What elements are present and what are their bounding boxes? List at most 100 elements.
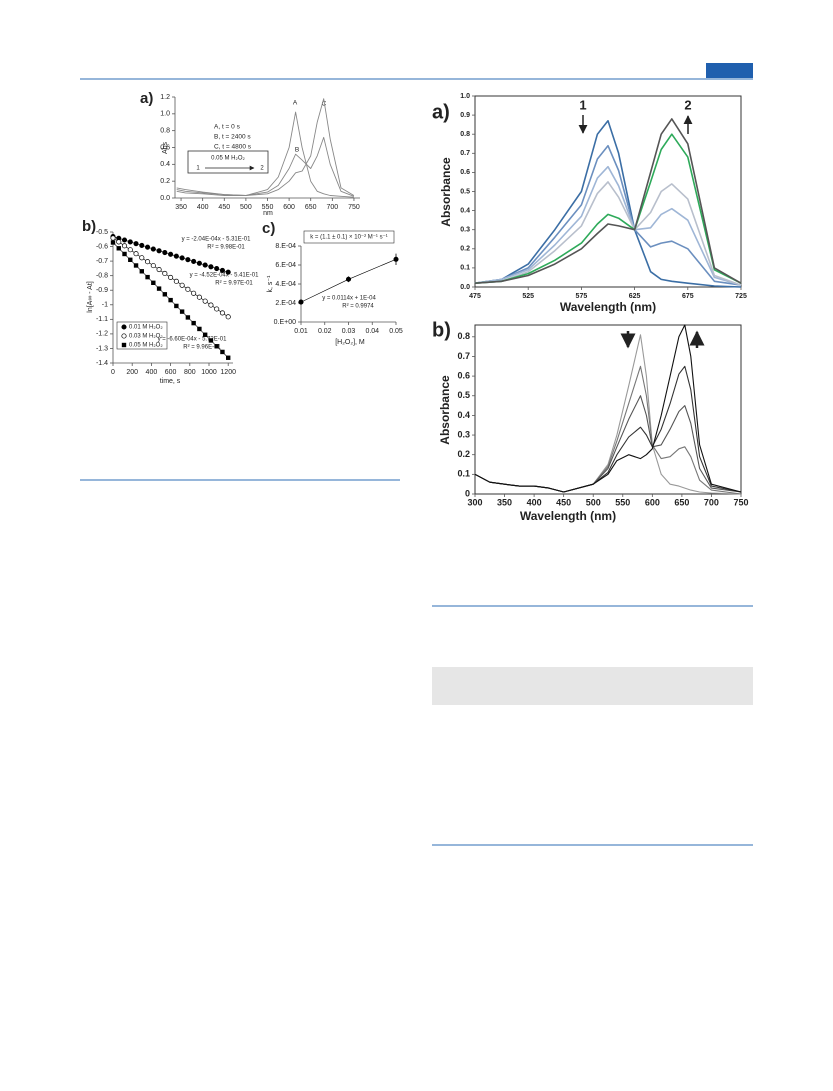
marker bbox=[226, 355, 231, 360]
marker bbox=[219, 310, 225, 316]
series-line bbox=[176, 136, 355, 197]
y-tick-label: 0.4 bbox=[460, 207, 470, 214]
marker bbox=[145, 274, 150, 280]
x-tick-label: 0.02 bbox=[318, 328, 332, 335]
y-tick-label: 0.6 bbox=[460, 169, 470, 176]
marker bbox=[179, 282, 185, 288]
marker bbox=[185, 257, 191, 263]
x-tick-label: 600 bbox=[283, 204, 295, 211]
panel-label: a) bbox=[432, 101, 450, 123]
marker bbox=[139, 255, 145, 261]
y-tick-label: 0.1 bbox=[457, 469, 470, 479]
legend-label: 0.03 M H₂O₂ bbox=[129, 334, 163, 340]
marker bbox=[185, 315, 191, 320]
plot-frame bbox=[474, 95, 742, 288]
annotation-box bbox=[303, 230, 395, 244]
x-tick-label: 675 bbox=[682, 293, 694, 300]
y-tick-label: 0.9 bbox=[460, 112, 470, 119]
annotation: y = -2.04E-04x - 5.31E-01 bbox=[182, 237, 252, 243]
y-tick-label: -0.7 bbox=[96, 258, 108, 265]
marker bbox=[150, 246, 156, 252]
marker bbox=[156, 248, 162, 254]
marker bbox=[173, 278, 179, 284]
x-axis-label: [H₂O₂], M bbox=[335, 339, 365, 346]
y-tick-label: 0.2 bbox=[460, 246, 470, 253]
y-axis-label: Abs bbox=[162, 141, 169, 154]
x-tick-label: 650 bbox=[305, 204, 317, 211]
annotation: 0.05 M H₂O₂ bbox=[211, 156, 245, 162]
marker bbox=[225, 314, 231, 320]
x-tick-label: 0.05 bbox=[389, 328, 403, 335]
series-line bbox=[474, 120, 742, 288]
marker bbox=[121, 237, 128, 243]
y-tick-label: 0.0 bbox=[160, 195, 170, 202]
annotation: 2 bbox=[260, 166, 264, 172]
annotation: R² = 9.97E-01 bbox=[215, 281, 253, 287]
y-tick-label: 0.7 bbox=[457, 351, 470, 361]
marker bbox=[121, 342, 127, 348]
marker bbox=[133, 263, 139, 268]
x-tick-label: 600 bbox=[645, 497, 660, 507]
marker bbox=[110, 240, 116, 245]
x-tick-label: 750 bbox=[733, 497, 748, 507]
marker bbox=[345, 276, 352, 282]
marker bbox=[133, 251, 139, 257]
marker bbox=[298, 299, 304, 305]
y-tick-label: 1.2 bbox=[160, 94, 170, 101]
y-tick-label: -1.2 bbox=[96, 331, 108, 338]
y-tick-label: 0.7 bbox=[460, 150, 470, 157]
x-tick-label: 475 bbox=[469, 293, 481, 300]
x-tick-label: 0 bbox=[111, 369, 115, 376]
annotation: y = -4.52E-04x - 5.41E-01 bbox=[190, 273, 260, 279]
series-line bbox=[474, 365, 742, 493]
marker bbox=[174, 303, 179, 309]
y-tick-label: 0.2 bbox=[160, 178, 170, 185]
panel-label: b) bbox=[82, 218, 96, 235]
annotation: 2 bbox=[684, 97, 691, 112]
x-tick-label: 0.04 bbox=[365, 328, 379, 335]
series-line bbox=[474, 165, 742, 286]
annotation: 1 bbox=[196, 166, 200, 172]
marker bbox=[162, 249, 168, 256]
y-tick-label: 0.8 bbox=[160, 128, 170, 135]
marker bbox=[214, 265, 220, 272]
marker bbox=[214, 306, 220, 312]
x-tick-label: 1200 bbox=[220, 369, 236, 376]
x-axis-label: nm bbox=[263, 210, 273, 217]
marker bbox=[145, 259, 151, 265]
legend-label: 0.01 M H₂O₂ bbox=[129, 325, 163, 331]
marker bbox=[219, 267, 225, 273]
x-tick-label: 300 bbox=[467, 497, 482, 507]
x-tick-label: 450 bbox=[218, 204, 230, 211]
marker bbox=[127, 247, 133, 253]
x-tick-label: 750 bbox=[348, 204, 360, 211]
marker bbox=[191, 258, 197, 264]
marker bbox=[191, 290, 197, 296]
y-tick-label: 0.8 bbox=[460, 131, 470, 138]
y-tick-label: 2.E-04 bbox=[275, 300, 296, 307]
y-tick-label: -1.3 bbox=[96, 345, 108, 352]
x-tick-label: 550 bbox=[262, 204, 274, 211]
marker bbox=[191, 320, 196, 326]
y-tick-label: 1.0 bbox=[460, 93, 470, 100]
y-axis-label: ln[A∞ - At] bbox=[87, 281, 94, 313]
marker bbox=[225, 269, 231, 275]
x-tick-label: 625 bbox=[629, 293, 641, 300]
y-tick-label: -1 bbox=[102, 302, 108, 309]
marker bbox=[122, 251, 127, 257]
x-tick-label: 700 bbox=[326, 204, 338, 211]
marker bbox=[128, 257, 133, 263]
marker bbox=[168, 274, 174, 280]
marker bbox=[179, 309, 185, 314]
marker bbox=[202, 332, 208, 337]
marker bbox=[168, 297, 173, 303]
annotation: B, t = 2400 s bbox=[214, 134, 251, 141]
panel-label: c) bbox=[262, 220, 275, 237]
annotation: y = 0.0114x + 1E-04 bbox=[322, 296, 376, 302]
x-tick-label: 600 bbox=[165, 369, 177, 376]
marker bbox=[121, 333, 127, 339]
y-tick-label: 0.5 bbox=[457, 390, 470, 400]
marker bbox=[151, 280, 156, 285]
